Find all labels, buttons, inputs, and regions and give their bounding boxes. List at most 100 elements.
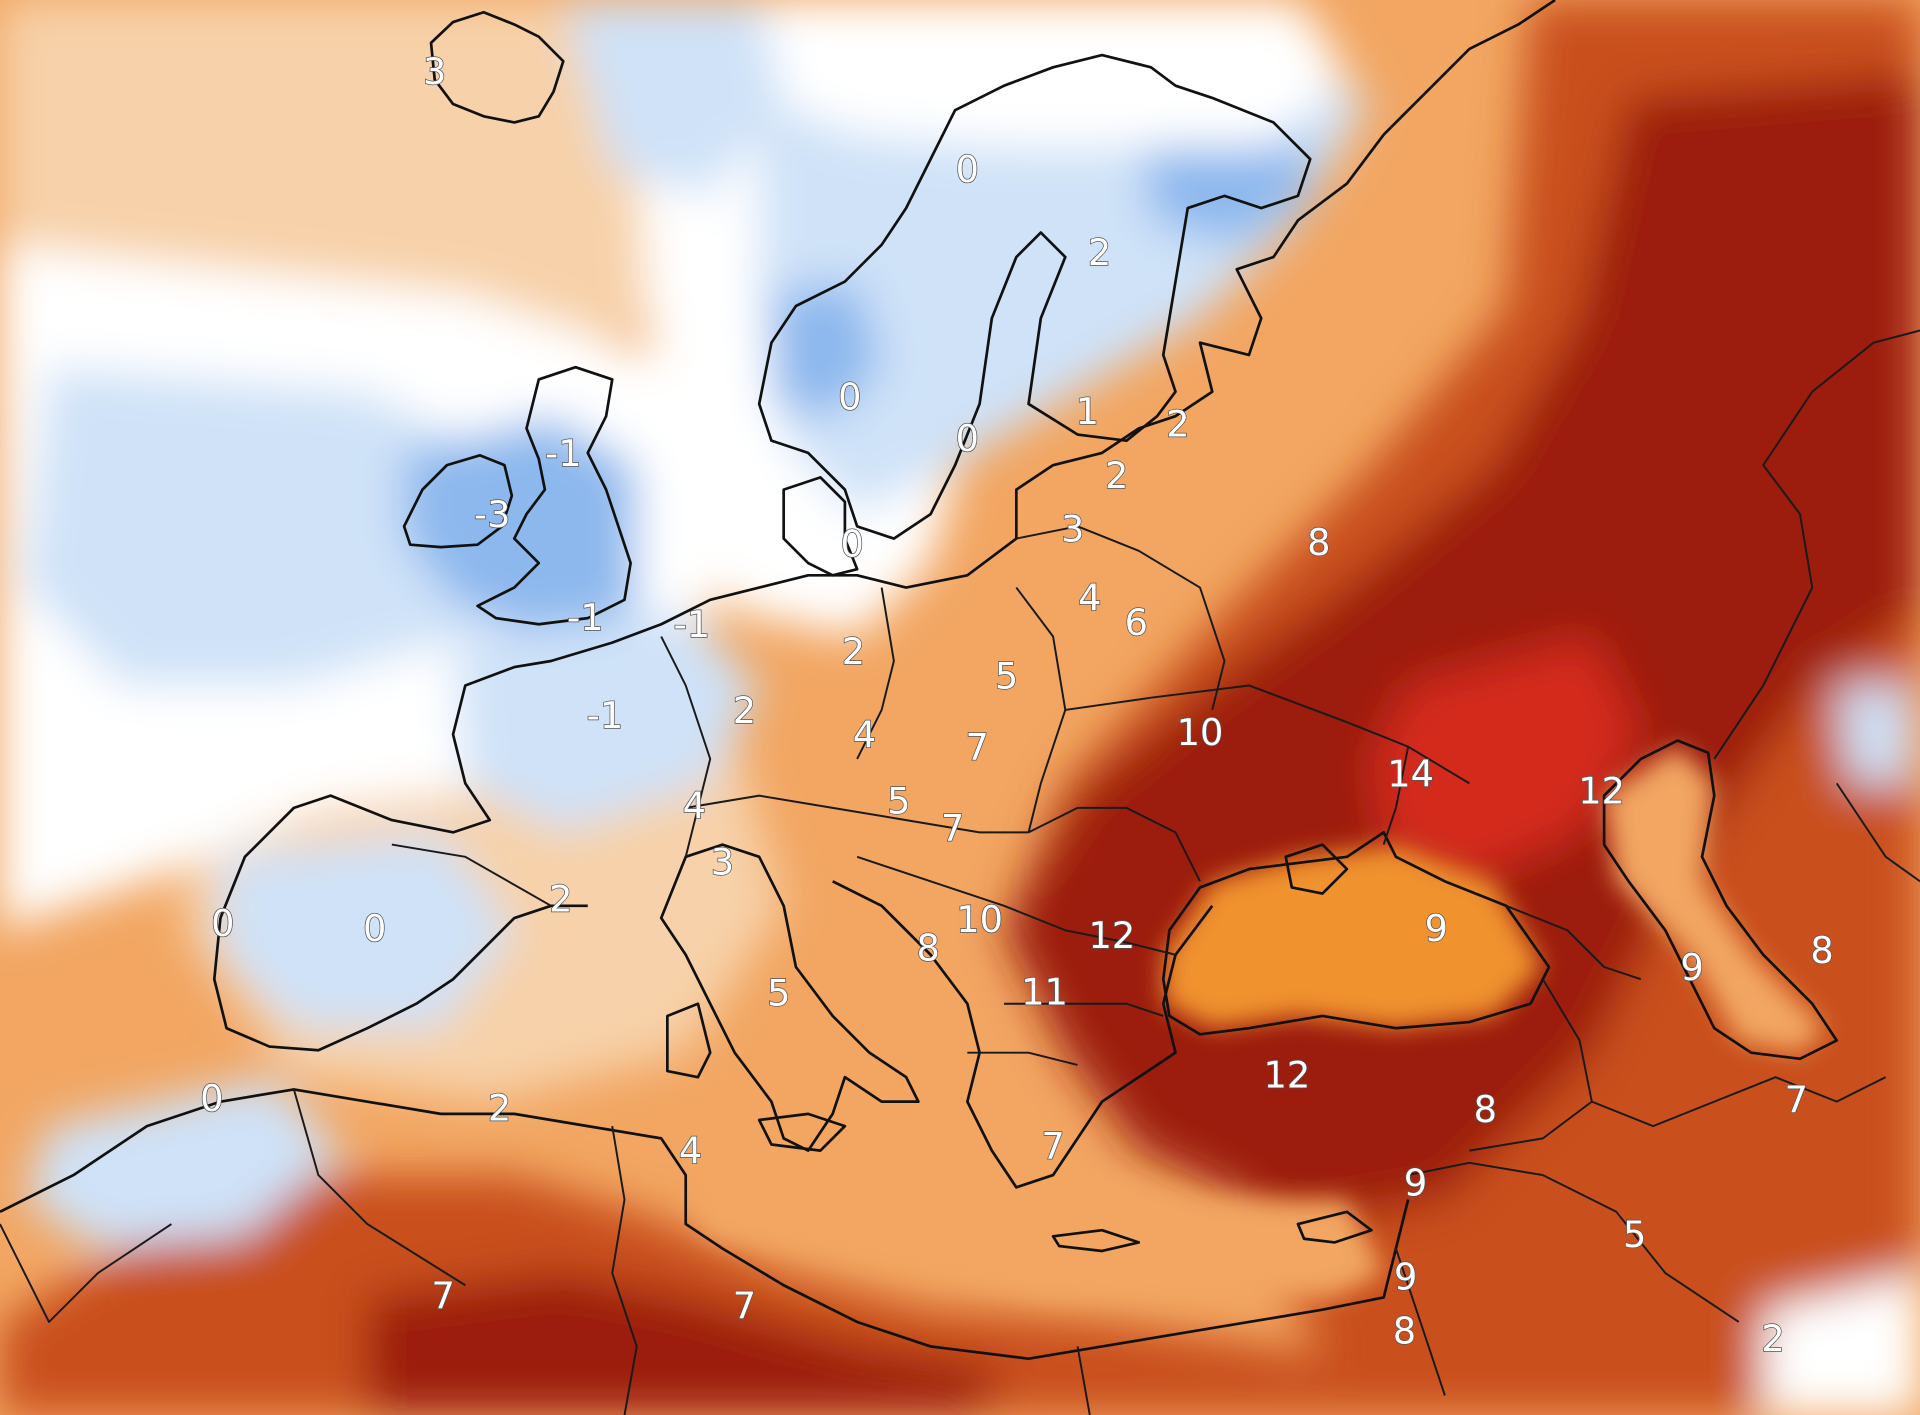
border-alps (685, 794, 1029, 834)
anomaly-label-syria: 9 (1404, 1161, 1427, 1204)
anomaly-label-latvia: 3 (1061, 508, 1084, 551)
anomaly-label-gulf-finland: 2 (1105, 454, 1128, 497)
border-syria-iraq (1407, 1161, 1740, 1323)
border-bulgaria (1004, 1002, 1164, 1017)
border-france-spain (391, 843, 552, 907)
extreme-hot-core (1371, 636, 1641, 882)
crimea-coast (1284, 843, 1349, 895)
border-germany-poland (856, 587, 895, 760)
anomaly-label-denmark: 0 (841, 522, 864, 565)
anomaly-label-france-n: -1 (587, 694, 624, 737)
denmark-coast (782, 476, 859, 577)
border-romania (1028, 806, 1201, 882)
anomaly-label-greece: 7 (1041, 1125, 1064, 1168)
iceland-coast (429, 10, 565, 124)
cyprus-coast (1296, 1210, 1373, 1244)
anomaly-label-finland-s: 1 (1076, 390, 1099, 433)
border-russia-kazakh (1713, 329, 1920, 760)
france-cool (453, 612, 760, 833)
atlantic-cool-west (24, 367, 515, 686)
british-isles-cold (404, 416, 637, 649)
border-baltics (1016, 525, 1226, 711)
iberia-coast (212, 904, 588, 1052)
caspian-coast (1602, 739, 1839, 1061)
anomaly-label-russia-w: 8 (1307, 521, 1330, 564)
border-turkey-east (1469, 978, 1593, 1152)
border-kazakh-south (1835, 782, 1920, 883)
border-morocco-s (0, 1223, 172, 1323)
anomaly-label-norway-s: 0 (838, 376, 861, 419)
border-ukraine-north (1065, 684, 1470, 785)
anomaly-label-estonia: 2 (1166, 402, 1189, 445)
iberia-cool (220, 832, 515, 1029)
border-greece (967, 1051, 1078, 1066)
borders (0, 329, 1920, 1415)
caspian-fill (1604, 746, 1825, 1053)
anomaly-label-morocco-n: 0 (200, 1077, 223, 1120)
ireland-coast (402, 453, 514, 549)
anomaly-label-libya: 7 (733, 1284, 756, 1327)
anomaly-label-israel: 9 (1394, 1256, 1417, 1299)
anomaly-label-spain: 0 (363, 907, 386, 950)
black-sea-fill (1163, 844, 1543, 1029)
anomaly-label-pyrenees: 2 (549, 877, 572, 920)
anomaly-label-czechia: 4 (853, 713, 876, 756)
north-africa-coast (0, 1088, 1410, 1361)
anomaly-label-iceland: 3 (423, 50, 446, 93)
anomaly-label-bulgaria: 11 (1021, 970, 1068, 1013)
italy-coast (659, 843, 920, 1152)
anomaly-label-caspian-w: 9 (1681, 946, 1704, 989)
anomaly-label-romania: 12 (1088, 914, 1135, 957)
anomaly-label-slovakia: 7 (965, 726, 988, 769)
mediterranean-fill (685, 1150, 1384, 1298)
anomaly-label-turkey: 12 (1264, 1054, 1311, 1097)
anomaly-label-algeria-n: 2 (488, 1087, 511, 1130)
anomaly-label-black-sea-e: 9 (1425, 907, 1448, 950)
anomaly-label-bosnia: 8 (916, 926, 939, 969)
anomaly-label-sweden-s: 0 (956, 417, 979, 460)
caspian-cool (1836, 685, 1911, 784)
border-maghreb-1 (292, 1089, 466, 1287)
anomaly-label-austria: 5 (887, 779, 910, 822)
anomaly-label-finland-n: 2 (1088, 231, 1111, 274)
sahara-very-hot (367, 1273, 1005, 1415)
anomaly-label-ireland: -3 (474, 493, 511, 536)
anomaly-label-poland: 5 (995, 655, 1018, 698)
anomaly-label-portugal: 0 (211, 902, 234, 945)
norway-cold-deep (771, 281, 882, 417)
anomaly-label-serbia: 10 (956, 898, 1003, 941)
anomaly-label-iraq: 5 (1623, 1213, 1646, 1256)
coastlines (0, 0, 1839, 1361)
anomaly-label-germany-n: 2 (842, 630, 865, 673)
arctic-north (759, 0, 1347, 147)
anomaly-label-hungary: 7 (941, 806, 964, 849)
border-france-germany (660, 636, 712, 858)
border-libya-egypt (1076, 1346, 1091, 1415)
anomaly-label-germany-s: 2 (733, 689, 756, 732)
anomaly-label-gulf: 2 (1761, 1317, 1784, 1360)
anomaly-label-algeria-s: 7 (432, 1274, 455, 1317)
anomaly-label-scotland: -1 (545, 432, 582, 475)
great-britain-coast (476, 365, 632, 626)
anomaly-label-ukraine-n: 10 (1177, 711, 1224, 754)
anomaly-label-jordan: 8 (1393, 1309, 1416, 1352)
border-ukraine-russia (1382, 746, 1410, 845)
anomaly-label-turkey-e: 8 (1474, 1088, 1497, 1131)
anomaly-label-kazakh-w: 8 (1810, 929, 1833, 972)
anomaly-label-tunisia: 4 (679, 1130, 702, 1173)
anomaly-label-lithuania: 4 (1078, 576, 1101, 619)
anomaly-label-england: -1 (567, 596, 604, 639)
anomaly-label-switzerland: 4 (683, 784, 706, 827)
gulf-cool (1763, 1273, 1920, 1415)
iceland-sea-cool (563, 0, 784, 196)
border-balkans (856, 855, 1176, 956)
balkan-coast (832, 880, 1214, 1189)
anomaly-label-caspian-n: 12 (1578, 770, 1625, 813)
anomaly-label-belarus-n: 6 (1125, 601, 1148, 644)
crete-coast (1051, 1228, 1141, 1253)
anomaly-label-alps-s: 3 (711, 841, 734, 884)
border-iran (1591, 1076, 1887, 1128)
